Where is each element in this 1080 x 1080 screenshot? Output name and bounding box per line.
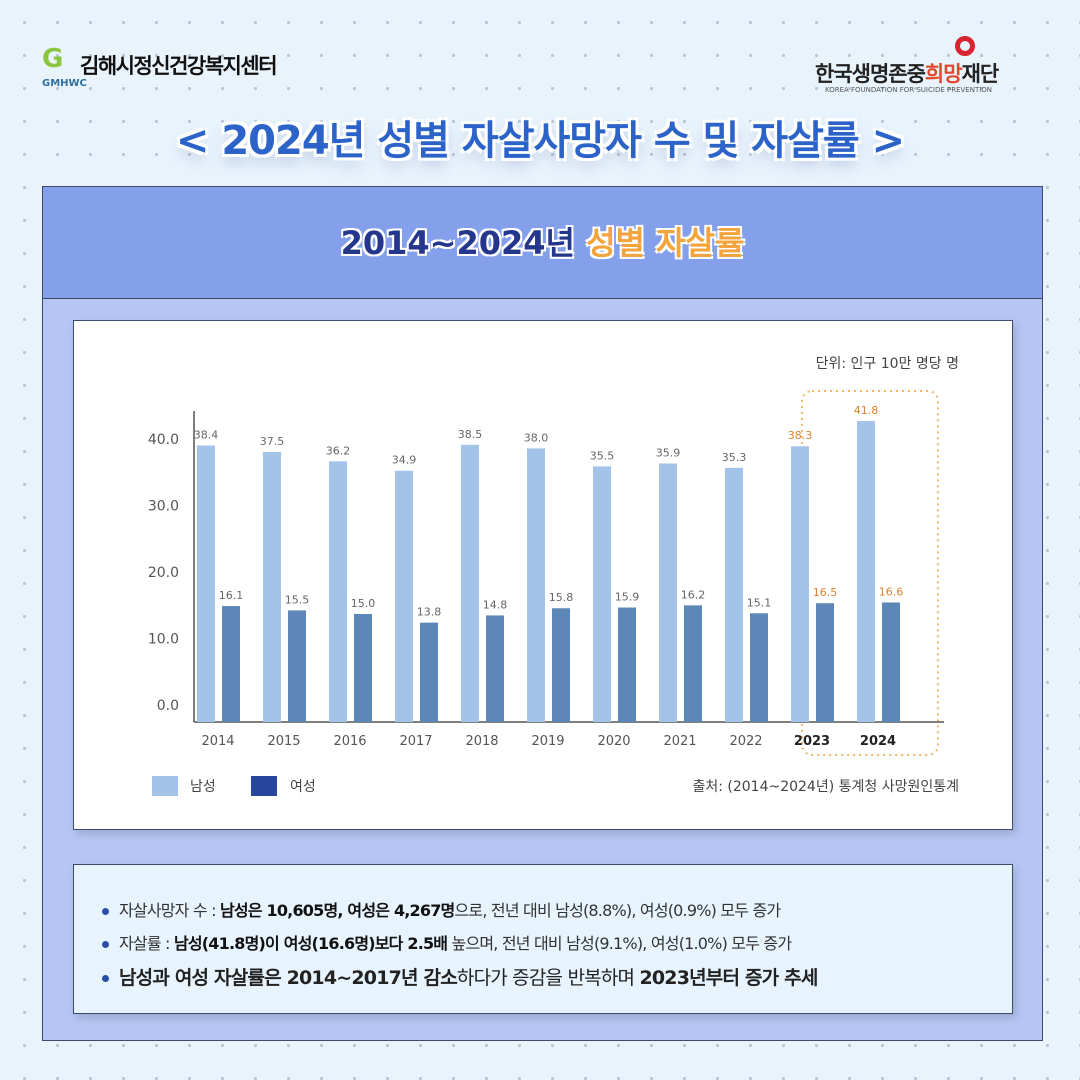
x-tick-label: 2020 [597,734,630,749]
bar-female [618,607,636,722]
x-tick-label: 2022 [729,734,762,749]
logo-mark-icon [955,36,975,56]
x-tick-label: 2018 [465,734,498,749]
legend-label-female: 여성 [290,779,316,795]
x-tick-label: 2021 [663,734,696,749]
x-tick-label: 2016 [333,734,366,749]
data-label: 38.5 [458,428,483,441]
data-label: 15.5 [285,593,310,606]
bar-female [750,613,768,722]
data-label: 16.6 [879,585,904,598]
summary-item: 남성과 여성 자살률은 2014~2017년 감소하다가 증감을 반복하며 20… [102,963,1012,990]
data-label: 16.2 [681,588,706,601]
summary-item: 자살률 : 남성(41.8명)이 여성(16.6명)보다 2.5배 높으며, 전… [102,930,1012,954]
bar-male [263,452,281,722]
bar-male [461,444,479,722]
legend-swatch-male [152,776,178,796]
unit-label: 단위: 인구 10만 명당 명 [816,356,959,372]
data-label: 15.0 [351,597,376,610]
y-tick-label: 0.0 [157,698,179,714]
y-tick-label: 20.0 [148,565,179,581]
x-tick-label: 2023 [794,734,830,749]
data-label: 15.9 [615,591,640,604]
data-label: 37.5 [260,435,285,448]
data-label: 38.3 [788,429,813,442]
bar-female [420,622,438,722]
data-label: 35.9 [656,447,681,460]
source-label: 출처: (2014~2024년) 통계청 사망원인통계 [692,779,959,795]
y-tick-label: 10.0 [148,632,179,648]
summary-box: 자살사망자 수 : 남성은 10,605명, 여성은 4,267명으로, 전년 … [73,864,1013,1014]
bar-male [329,461,347,722]
bar-male [395,470,413,722]
legend-swatch-female [251,776,277,796]
legend-label-male: 남성 [190,779,216,795]
bar-chart: 단위: 인구 10만 명당 명 0.0 10.0 20.0 30.0 40.0 38.4 16… [148,356,959,796]
bar-female [684,605,702,722]
x-tick-label: 2017 [399,734,432,749]
bar-male [659,463,677,722]
data-label: 16.5 [813,586,838,599]
data-label: 16.1 [219,589,244,602]
y-tick-label: 30.0 [148,499,179,515]
data-label: 34.9 [392,454,417,467]
x-tick-label: 2024 [860,734,896,749]
page-title: < 2024년 성별 자살사망자 수 및 자살률 > [175,118,905,164]
logo-name: 김해시정신건강복지센터 [80,54,278,78]
bar-female [816,603,834,722]
bar-male [593,466,611,722]
bar-female [222,606,240,722]
logo-sub: KOREA FOUNDATION FOR SUICIDE PREVENTION [825,86,993,94]
summary-item: 자살사망자 수 : 남성은 10,605명, 여성은 4,267명으로, 전년 … [102,897,1012,921]
panel-title: 2014~2024년 성별 자살률 [43,187,1042,299]
data-label: 41.8 [854,404,879,417]
bar-male [527,448,545,722]
bar-female [882,602,900,722]
bar-male [857,421,875,722]
bar-female [354,614,372,722]
data-label: 15.8 [549,591,574,604]
data-label: 14.8 [483,598,508,611]
data-label: 38.4 [194,429,219,442]
x-tick-label: 2015 [267,734,300,749]
logo-sub: GMHWC [42,78,87,89]
logo-name: 한국생명존중희망재단 [815,62,999,86]
y-tick-label: 40.0 [148,432,179,448]
bar-female [288,610,306,722]
bar-male [791,446,809,722]
chart-box: 단위: 인구 10만 명당 명 0.0 10.0 20.0 30.0 40.0 38.4 16… [73,320,1013,830]
bar-male [197,445,215,722]
logo-mark: G [42,44,64,74]
bar-male [725,467,743,722]
x-tick-label: 2014 [201,734,234,749]
bar-female [552,608,570,722]
x-tick-label: 2019 [531,734,564,749]
data-label: 38.0 [524,431,549,444]
data-label: 13.8 [417,606,442,619]
data-label: 15.1 [747,596,772,609]
data-label: 35.3 [722,451,747,464]
data-label: 36.2 [326,444,351,457]
data-label: 35.5 [590,449,615,462]
chart-panel: 2014~2024년 성별 자살률 단위: 인구 10만 명당 명 0.0 10.0… [42,186,1043,1041]
bar-female [486,615,504,722]
